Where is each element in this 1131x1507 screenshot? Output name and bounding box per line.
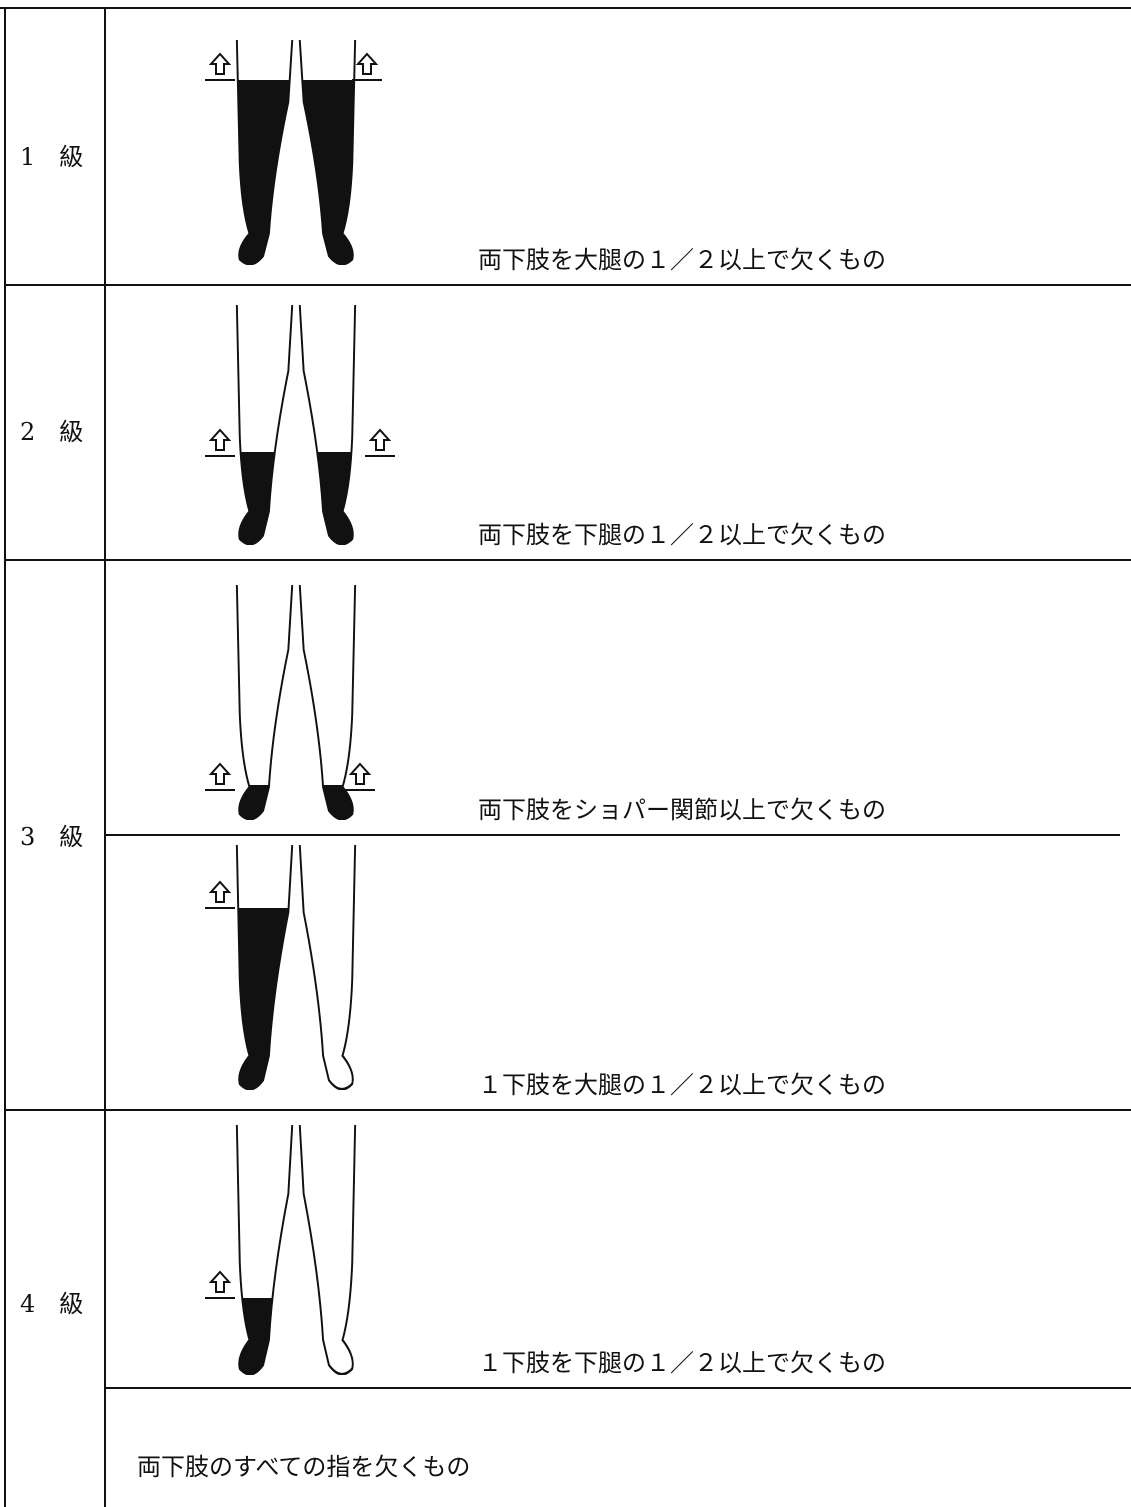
leg-outline [298,1125,357,1375]
leg-outline [298,845,357,1090]
grade-label: 2 級 [20,418,83,446]
level-arrow [205,429,235,457]
level-arrow [345,763,375,791]
illustrations [205,40,395,1375]
level-arrow [205,881,235,909]
description: 両下肢を下腿の１／２以上で欠くもの [478,521,886,549]
grade-label: 4 級 [20,1290,83,1318]
level-arrow [205,763,235,791]
description: １下肢を大腿の１／２以上で欠くもの [478,1071,886,1099]
leg-outline [298,585,357,820]
level-arrow [365,429,395,457]
description: 両下肢を大腿の１／２以上で欠くもの [478,246,886,274]
grade-label: 3 級 [20,823,83,851]
level-arrow [205,53,235,81]
description: 両下肢をショパー関節以上で欠くもの [478,796,886,824]
level-arrow [205,1271,235,1299]
leg-outline [235,585,294,820]
description: 両下肢のすべての指を欠くもの [137,1453,470,1481]
table-rules [0,7,1131,1507]
description: １下肢を下腿の１／２以上で欠くもの [478,1349,886,1377]
grade-label: 1 級 [20,143,83,171]
level-arrow [352,53,382,81]
